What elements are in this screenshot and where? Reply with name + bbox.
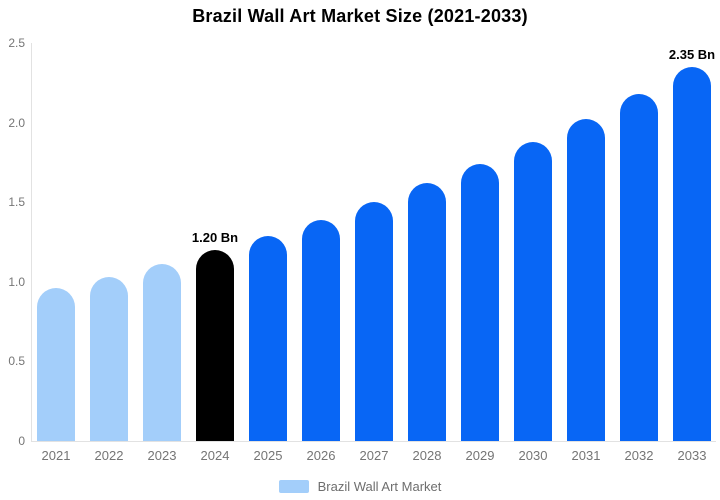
x-axis-label-2031: 2031 bbox=[571, 448, 601, 463]
y-axis-tick-0.5: 0.5 bbox=[8, 354, 25, 369]
legend-label: Brazil Wall Art Market bbox=[317, 479, 442, 494]
bar-2023[interactable] bbox=[143, 264, 181, 441]
x-axis-label-2026: 2026 bbox=[306, 448, 336, 463]
bar-2032[interactable] bbox=[620, 93, 658, 441]
bar-2029[interactable] bbox=[461, 163, 499, 441]
bar-2025[interactable] bbox=[249, 235, 287, 441]
x-axis-label-2033: 2033 bbox=[677, 448, 707, 463]
bar-2024[interactable] bbox=[196, 249, 234, 441]
x-axis-line bbox=[31, 441, 716, 442]
value-label-2024: 1.20 Bn bbox=[191, 229, 239, 245]
bar-2021[interactable] bbox=[37, 288, 75, 441]
value-label-2033: 2.35 Bn bbox=[668, 46, 716, 62]
x-axis-label-2032: 2032 bbox=[624, 448, 654, 463]
chart-title: Brazil Wall Art Market Size (2021-2033) bbox=[192, 6, 528, 26]
legend-item[interactable]: Brazil Wall Art Market bbox=[0, 479, 720, 494]
y-axis-tick-2.0: 2.0 bbox=[8, 115, 25, 130]
bar-2031[interactable] bbox=[567, 119, 605, 441]
x-axis-label-2024: 2024 bbox=[200, 448, 230, 463]
y-axis-tick-0: 0 bbox=[18, 434, 25, 448]
bar-2022[interactable] bbox=[90, 277, 128, 441]
bar-2033[interactable] bbox=[673, 66, 711, 441]
x-axis-label-2027: 2027 bbox=[359, 448, 389, 463]
legend-swatch bbox=[278, 480, 309, 493]
y-axis-tick-2.5: 2.5 bbox=[8, 36, 25, 50]
bar-2030[interactable] bbox=[514, 141, 552, 441]
y-axis-tick-1.5: 1.5 bbox=[8, 195, 25, 210]
x-axis-label-2021: 2021 bbox=[41, 448, 71, 463]
x-axis-label-2023: 2023 bbox=[147, 448, 177, 463]
bar-2028[interactable] bbox=[408, 183, 446, 441]
bar-2027[interactable] bbox=[355, 202, 393, 441]
x-axis-label-2030: 2030 bbox=[518, 448, 548, 463]
y-axis-line bbox=[31, 43, 32, 441]
x-axis-label-2028: 2028 bbox=[412, 448, 442, 463]
bar-2026[interactable] bbox=[302, 219, 340, 441]
x-axis-label-2025: 2025 bbox=[253, 448, 283, 463]
x-axis-label-2029: 2029 bbox=[465, 448, 495, 463]
y-axis-tick-1.0: 1.0 bbox=[8, 274, 25, 289]
x-axis-label-2022: 2022 bbox=[94, 448, 124, 463]
